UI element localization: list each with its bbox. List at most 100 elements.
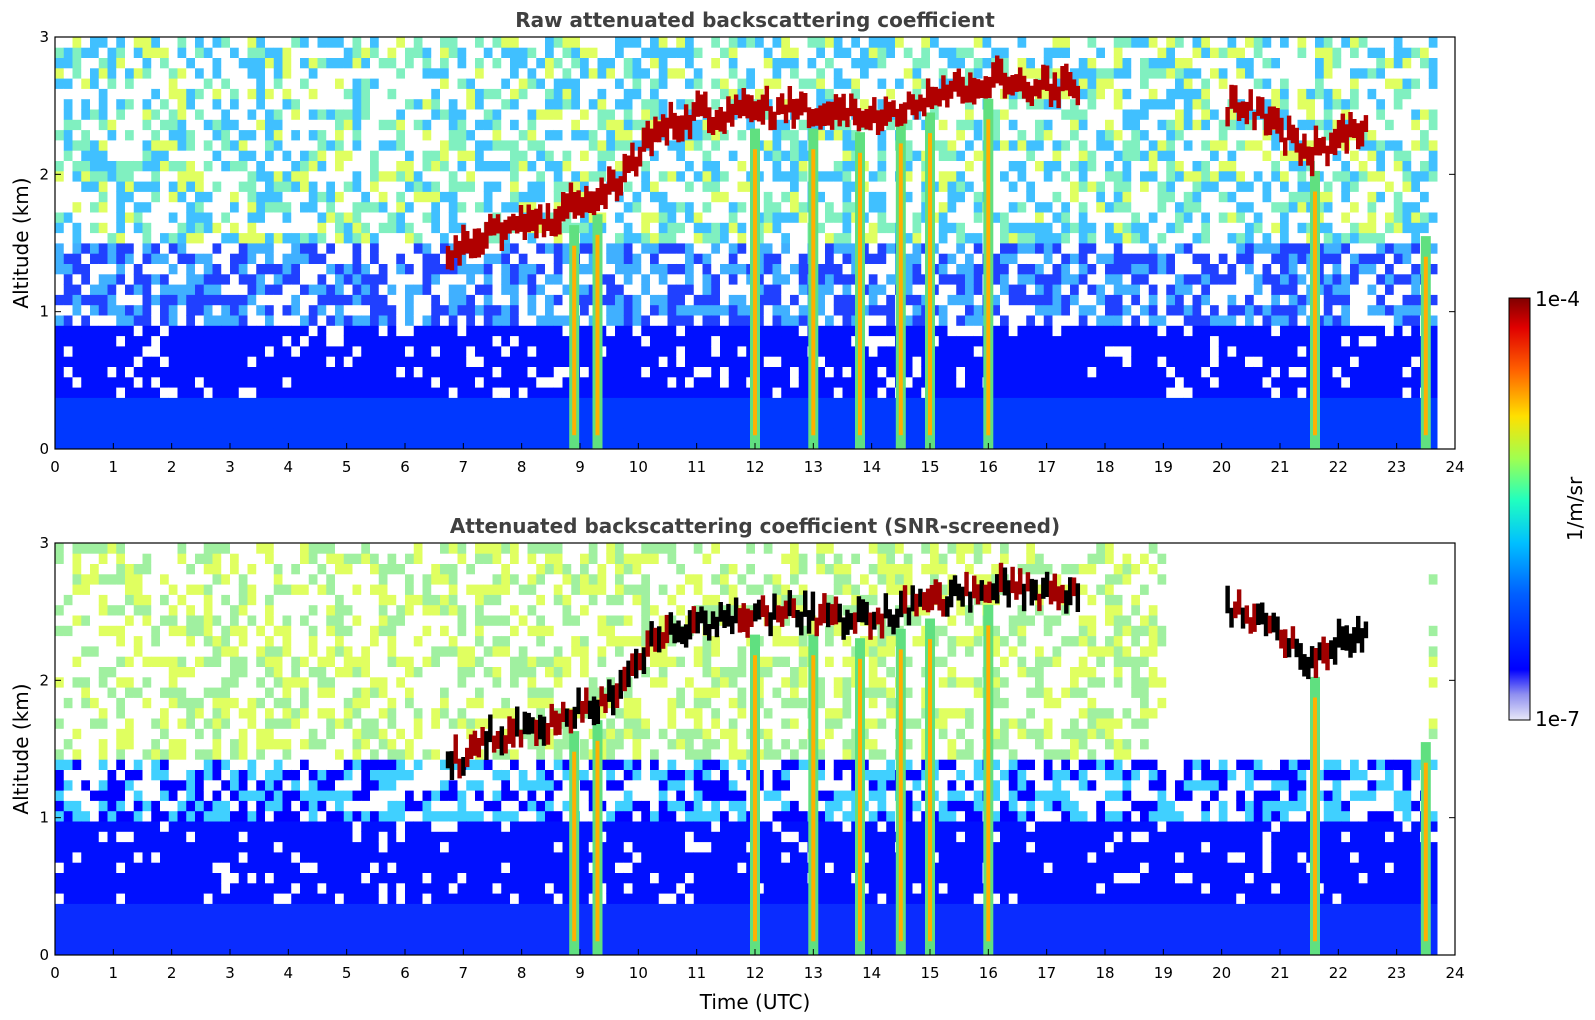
heatmap-cell	[125, 407, 135, 419]
heatmap-cell	[125, 294, 135, 306]
heatmap-cell	[790, 366, 800, 378]
heatmap-cell	[1017, 346, 1027, 357]
heatmap-cell	[308, 150, 318, 161]
heatmap-cell	[300, 67, 310, 79]
heatmap-cell	[632, 397, 642, 409]
heatmap-cell	[1131, 356, 1141, 367]
heatmap-cell	[702, 37, 712, 48]
heatmap-cell	[168, 315, 178, 326]
heatmap-cell	[422, 181, 432, 192]
heatmap-cell	[728, 284, 738, 295]
heatmap-cell	[55, 294, 65, 306]
heatmap-cell	[448, 304, 458, 316]
heatmap-cell	[63, 407, 73, 419]
heatmap-cell	[352, 253, 362, 264]
heatmap-cell	[772, 304, 782, 316]
heatmap-cell	[396, 98, 406, 110]
heatmap-cell	[335, 346, 345, 357]
heatmap-cell	[580, 428, 590, 440]
heatmap-cell	[203, 243, 213, 254]
heatmap-cell	[151, 428, 161, 440]
heatmap-cell	[1052, 191, 1062, 203]
heatmap-cell	[457, 119, 467, 131]
heatmap-cell	[1131, 37, 1141, 48]
heatmap-cell	[55, 376, 65, 388]
heatmap-cell	[475, 346, 485, 357]
heatmap-cell	[72, 407, 82, 419]
heatmap-cell	[912, 243, 922, 254]
heatmap-cell	[256, 57, 266, 69]
heatmap-cell	[413, 37, 423, 48]
heatmap-cell	[1096, 418, 1106, 429]
heatmap-cell	[545, 98, 555, 110]
heatmap-cell	[107, 428, 117, 440]
heatmap-cell	[195, 222, 205, 234]
heatmap-cell	[317, 119, 327, 131]
heatmap-cell	[938, 294, 948, 306]
heatmap-cell	[877, 325, 887, 337]
heatmap-cell	[81, 47, 91, 58]
heatmap-cell	[746, 88, 756, 100]
heatmap-cell	[1078, 98, 1088, 110]
heatmap-cell	[273, 47, 283, 58]
heatmap-cell	[230, 387, 240, 398]
heatmap-cell	[790, 315, 800, 326]
heatmap-cell	[125, 191, 135, 203]
heatmap-cell	[98, 273, 108, 285]
heatmap-cell	[798, 407, 808, 419]
heatmap-cell	[1096, 222, 1106, 234]
heatmap-cell	[335, 397, 345, 409]
heatmap-cell	[98, 67, 108, 79]
heatmap-cell	[1008, 376, 1018, 388]
heatmap-cell	[343, 37, 353, 48]
heatmap-cell	[1043, 243, 1053, 254]
heatmap-cell	[501, 170, 511, 182]
heatmap-cell	[1078, 387, 1088, 398]
heatmap-cell	[151, 346, 161, 357]
heatmap-cell	[711, 57, 721, 69]
heatmap-cell	[676, 140, 686, 151]
heatmap-cell	[1008, 170, 1018, 182]
heatmap-cell	[142, 129, 152, 141]
heatmap-cell	[825, 428, 835, 440]
heatmap-cell	[737, 150, 747, 161]
heatmap-cell	[55, 335, 65, 347]
heatmap-cell	[1140, 346, 1150, 357]
heatmap-cell	[606, 37, 616, 48]
heatmap-cell	[510, 315, 520, 326]
heatmap-cell	[641, 304, 651, 316]
heatmap-cell	[597, 140, 607, 151]
heatmap-cell	[816, 222, 826, 234]
heatmap-cell	[1008, 109, 1018, 120]
heatmap-cell	[615, 160, 625, 172]
heatmap-cell	[1061, 356, 1071, 367]
heatmap-cell	[772, 428, 782, 440]
heatmap-cell	[720, 438, 730, 450]
heatmap-cell	[151, 397, 161, 409]
heatmap-cell	[711, 243, 721, 254]
heatmap-cell	[335, 47, 345, 58]
heatmap-cell	[133, 356, 143, 367]
heatmap-cell	[658, 212, 668, 223]
heatmap-cell	[63, 140, 73, 151]
heatmap-cell	[501, 88, 511, 100]
heatmap-cell	[466, 181, 476, 192]
heatmap-cell	[658, 67, 668, 79]
heatmap-cell	[912, 129, 922, 141]
heatmap-cell	[737, 67, 747, 79]
heatmap-cell	[343, 366, 353, 378]
heatmap-cell	[186, 191, 196, 203]
heatmap-cell	[571, 109, 581, 120]
heatmap-cell	[317, 418, 327, 429]
heatmap-cell	[571, 98, 581, 110]
heatmap-cell	[81, 418, 91, 429]
heatmap-cell	[1078, 397, 1088, 409]
heatmap-cell	[396, 129, 406, 141]
heatmap-cell	[256, 325, 266, 337]
heatmap-cell	[448, 346, 458, 357]
heatmap-cell	[965, 397, 975, 409]
heatmap-cell	[413, 325, 423, 337]
heatmap-cell	[1008, 263, 1018, 275]
heatmap-cell	[466, 253, 476, 264]
heatmap-cell	[991, 98, 1001, 110]
